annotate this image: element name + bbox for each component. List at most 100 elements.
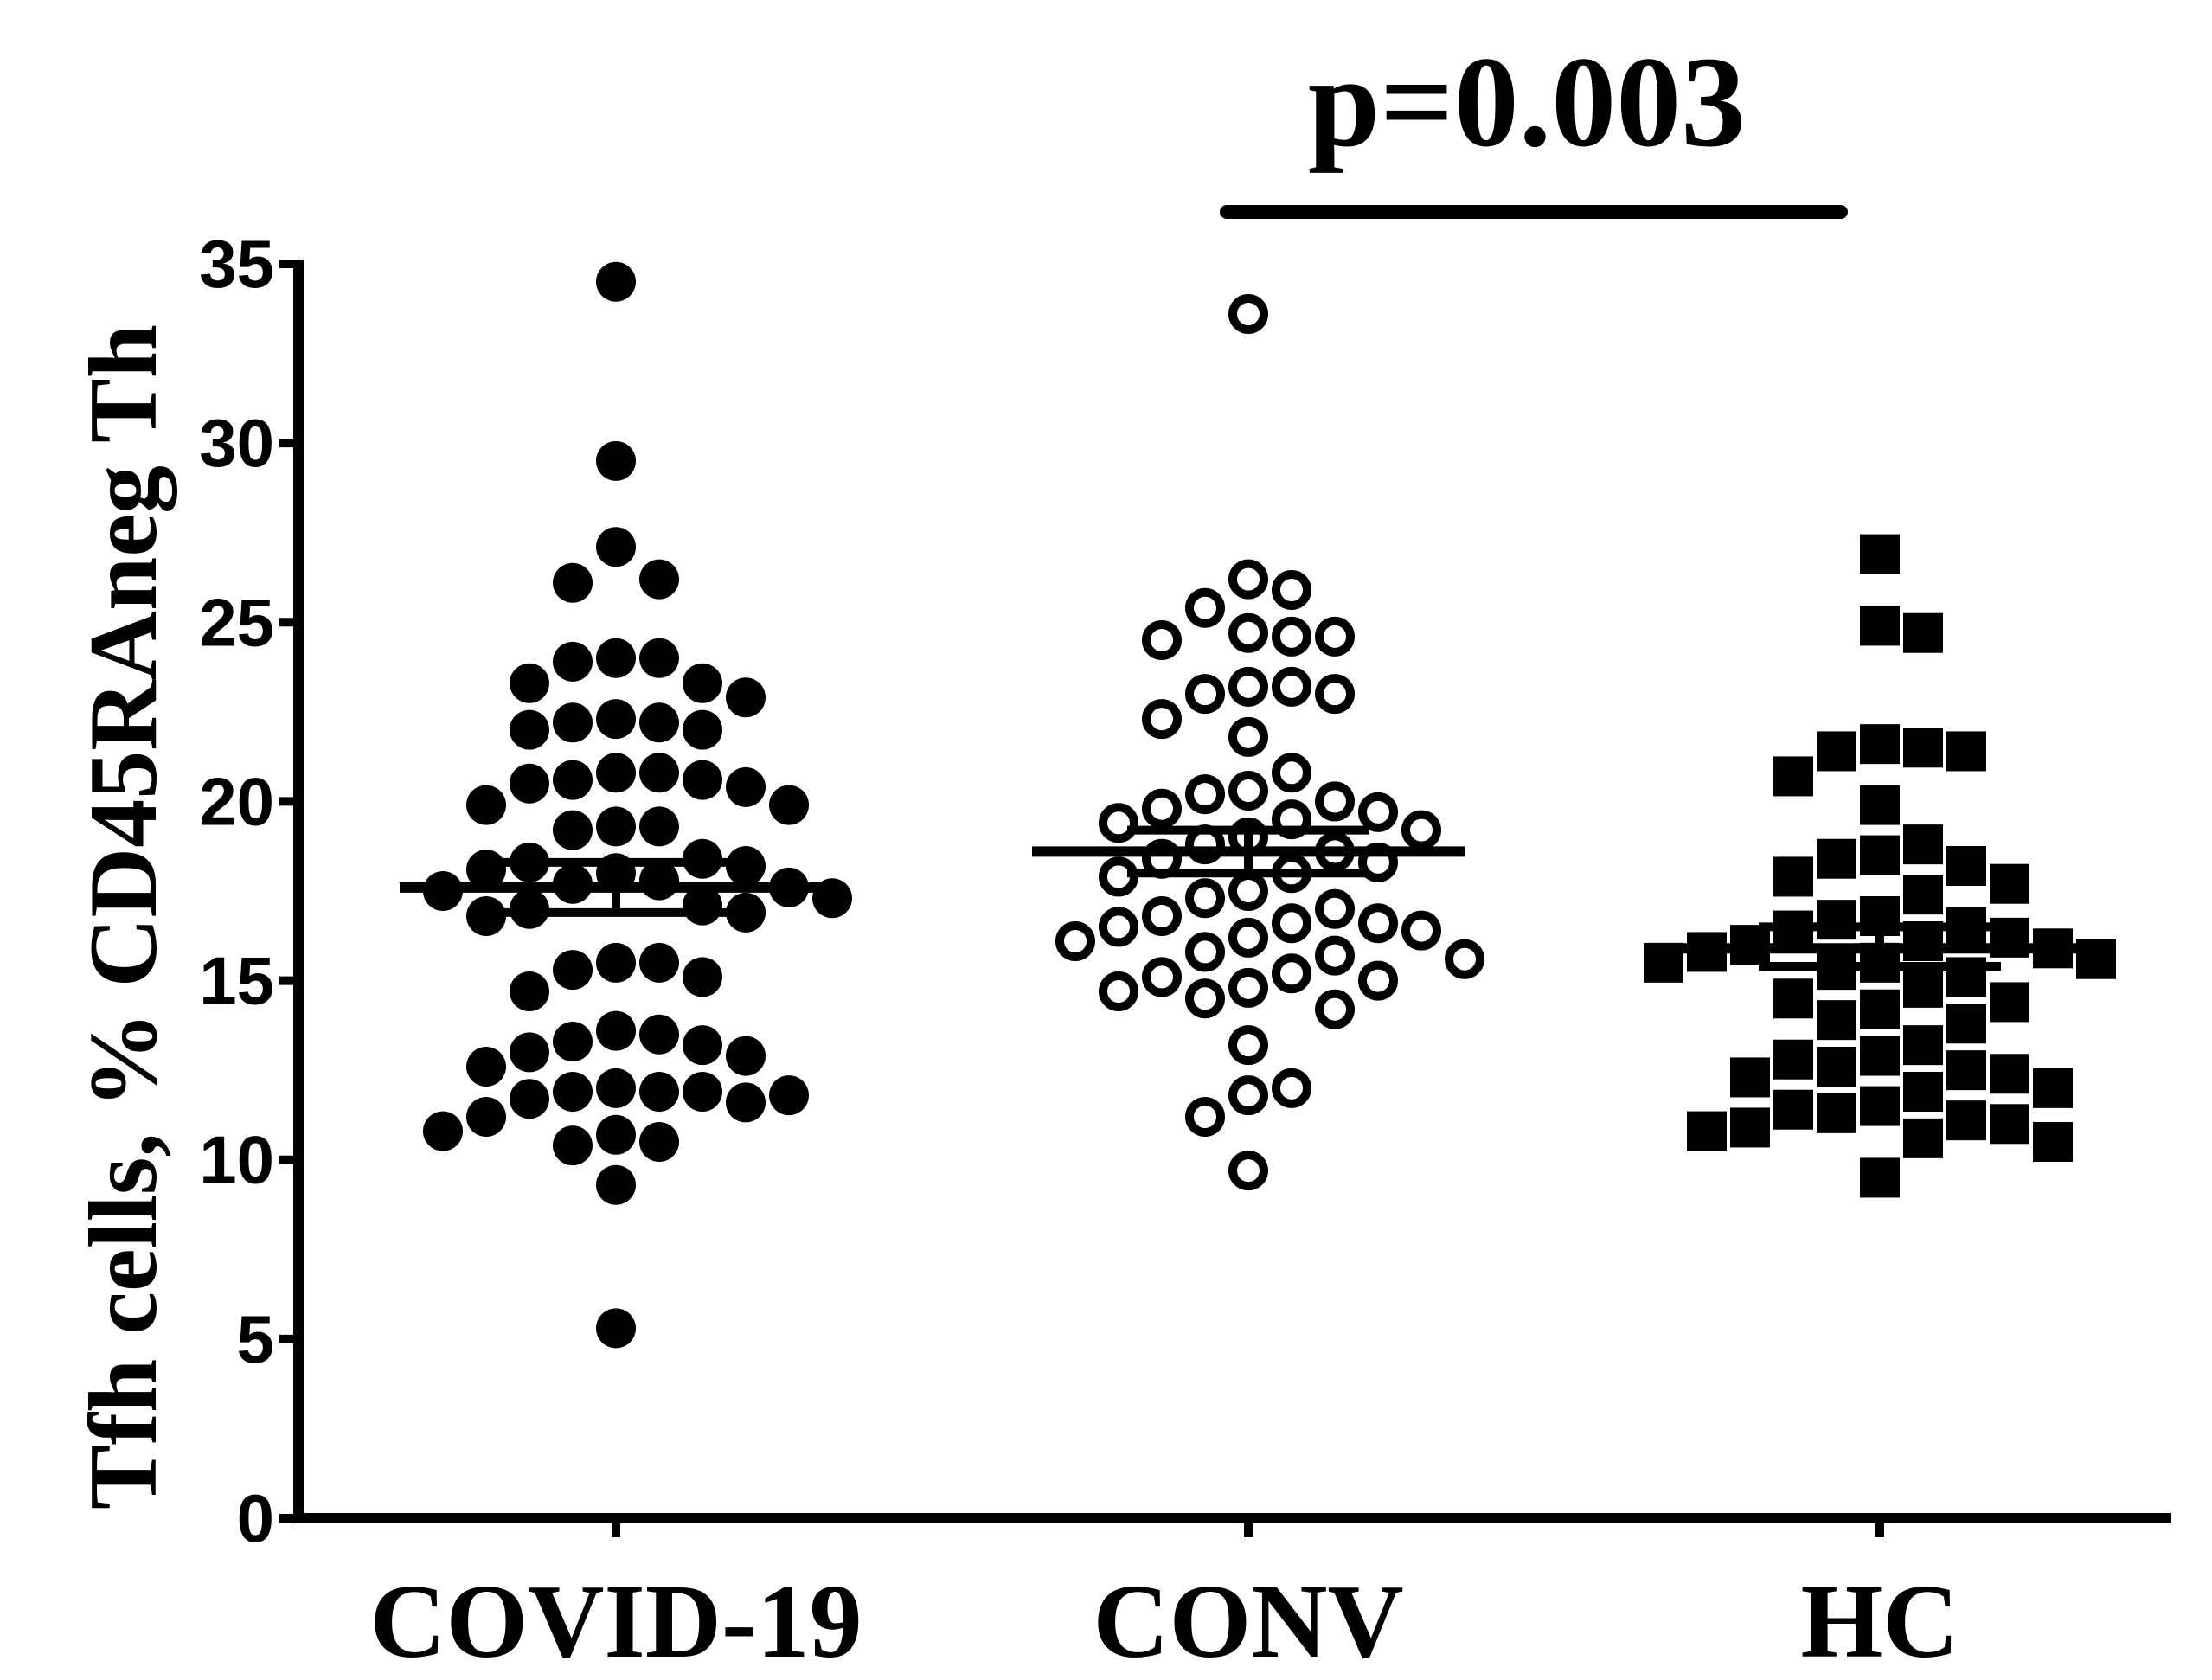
data-point	[1272, 616, 1311, 657]
data-point	[1228, 612, 1268, 653]
data-point	[1315, 888, 1355, 929]
data-point	[639, 753, 679, 793]
p-value-label: p=0.003	[1308, 30, 1746, 174]
data-point	[639, 942, 679, 983]
data-point	[596, 1164, 636, 1205]
data-point	[1228, 1151, 1268, 1191]
data-point	[553, 810, 593, 850]
data-point	[1773, 856, 1813, 897]
data-point	[1817, 1000, 1856, 1041]
data-point	[596, 942, 636, 983]
data-point	[466, 785, 506, 825]
data-point	[1946, 846, 1986, 886]
data-point	[1228, 917, 1268, 958]
data-point	[726, 846, 766, 886]
data-point	[596, 440, 636, 481]
data-point	[1730, 1107, 1770, 1148]
data-point	[510, 1032, 549, 1073]
data-point	[726, 1082, 766, 1123]
data-point	[1272, 570, 1311, 610]
data-point	[553, 702, 593, 743]
data-point	[1142, 699, 1182, 740]
data-point	[1185, 774, 1225, 815]
data-point	[1272, 953, 1311, 994]
data-point	[1228, 871, 1268, 911]
data-point	[1860, 785, 1900, 825]
data-point	[553, 760, 593, 800]
data-point	[1099, 803, 1138, 843]
data-point	[1358, 792, 1398, 832]
data-point	[1860, 1086, 1900, 1126]
data-point	[510, 663, 549, 703]
data-point	[1272, 1068, 1311, 1108]
data-point	[1228, 1025, 1268, 1066]
x-category-label: HC	[1801, 1563, 1959, 1680]
data-point	[1228, 666, 1268, 707]
data-point	[1946, 731, 1986, 772]
data-point	[1228, 1075, 1268, 1116]
data-point	[1903, 1072, 1943, 1112]
data-point	[769, 785, 809, 825]
y-tick-label: 25	[199, 584, 274, 660]
data-point	[1860, 1036, 1900, 1076]
data-point	[1817, 1047, 1856, 1087]
data-point	[423, 1111, 463, 1151]
data-point	[596, 806, 636, 847]
data-point	[1903, 728, 1943, 768]
data-point	[596, 261, 636, 302]
data-point	[726, 677, 766, 718]
data-point	[1185, 878, 1225, 919]
data-point	[1228, 771, 1268, 811]
data-point	[1860, 835, 1900, 875]
data-point	[1687, 1111, 1727, 1151]
data-point	[1099, 907, 1138, 947]
data-point	[553, 562, 593, 603]
data-point	[1773, 1039, 1813, 1080]
data-point	[1185, 1097, 1225, 1137]
data-point	[1903, 612, 1943, 653]
data-point	[1903, 1118, 1943, 1158]
data-point	[1860, 1157, 1900, 1198]
data-point	[1185, 978, 1225, 1019]
data-point	[1903, 824, 1943, 865]
data-point	[466, 1047, 506, 1087]
data-point	[1990, 1104, 2029, 1145]
data-point	[1185, 674, 1225, 715]
data-point	[1990, 1054, 2029, 1094]
data-point	[1272, 666, 1311, 707]
data-point	[1773, 756, 1813, 797]
data-point	[1315, 616, 1355, 657]
data-point	[726, 766, 766, 807]
data-point	[1055, 921, 1095, 961]
data-point	[1903, 875, 1943, 915]
x-category-label: COVID-19	[369, 1563, 862, 1680]
data-point	[1817, 838, 1856, 879]
data-point	[726, 1036, 766, 1076]
data-point	[596, 527, 636, 567]
data-point	[1860, 534, 1900, 574]
data-point	[1773, 978, 1813, 1019]
data-point	[769, 1075, 809, 1116]
data-point	[553, 950, 593, 991]
data-point	[1185, 932, 1225, 972]
data-point	[466, 1097, 506, 1137]
data-point	[1358, 903, 1398, 944]
data-point	[1903, 967, 1943, 1008]
y-tick-label: 30	[199, 405, 274, 481]
data-point	[639, 1014, 679, 1055]
mean-sem-bars	[400, 825, 2096, 971]
data-point	[639, 806, 679, 847]
data-point	[1817, 731, 1856, 772]
data-point	[1272, 753, 1311, 793]
data-point	[683, 709, 722, 750]
data-point	[683, 760, 722, 800]
data-point	[1990, 863, 2029, 904]
y-tick-label: 0	[237, 1480, 274, 1556]
data-point	[639, 559, 679, 600]
y-tick-label: 15	[199, 943, 274, 1019]
data-point	[1445, 939, 1484, 979]
data-point	[596, 1068, 636, 1108]
data-point	[596, 699, 636, 740]
data-point	[1730, 1057, 1770, 1098]
